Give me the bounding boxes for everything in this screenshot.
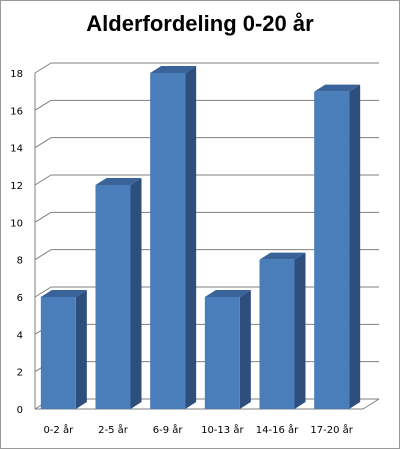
y-tick-label: 2 [17,368,23,379]
gridline-depth [34,174,52,186]
y-tick-label: 0 [17,405,23,416]
y-tick-label: 18 [10,69,23,80]
gridline-depth [34,62,52,74]
x-tick-label: 14-16 år [256,423,299,436]
gridline-depth [34,211,52,223]
chart-title: Alderfordeling 0-20 år [86,11,314,36]
gridline-depth [34,286,52,298]
x-tick-label: 0-2 år [43,423,74,436]
x-tick-label: 2-5 år [98,423,129,436]
bar [204,297,240,409]
floor-edge [362,398,380,410]
y-tick-label: 4 [17,330,23,341]
bar-top [259,252,306,260]
bar-side [185,66,197,409]
bar-top [204,290,251,297]
y-tick-label: 16 [10,106,23,117]
x-tick-label: 17-20 år [310,423,353,436]
bar [259,259,295,409]
bar-side [349,84,361,410]
gridline-depth [34,249,52,261]
bar-top [150,66,197,73]
y-tick-label: 8 [17,256,23,267]
bar-side [75,290,87,409]
bar-side [239,290,251,409]
y-tick-label: 12 [10,181,23,192]
bar [95,185,131,409]
bar [314,91,350,410]
gridline-depth [34,99,52,111]
bar-side [294,252,306,409]
bar-top [314,84,361,92]
gridline-depth [34,137,52,149]
bar-side [130,178,142,409]
y-tick-label: 10 [10,218,23,229]
x-tick-label: 6-9 år [153,423,184,436]
x-tick-label: 10-13 år [201,423,244,436]
bar-top [40,290,87,297]
y-tick-label: 14 [10,144,23,155]
y-tick-label: 6 [17,293,23,304]
bar [150,73,186,409]
bar [40,297,76,409]
bar-top [95,178,142,185]
